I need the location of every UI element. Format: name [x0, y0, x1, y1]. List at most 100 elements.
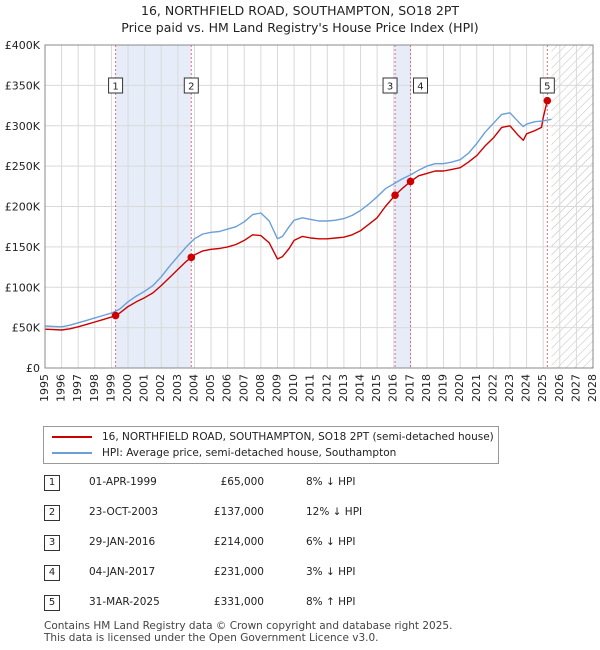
- sale-hpi-diff: 8% ↑ HPI: [306, 596, 356, 608]
- x-tick-label: 2001: [138, 374, 151, 402]
- x-tick-label: 2008: [254, 374, 267, 402]
- property-price-line: [44, 100, 548, 331]
- legend-swatch-hpi: [52, 452, 92, 454]
- sale-number-badge: 4: [44, 565, 60, 581]
- price-chart: 1 2 3 4 5 £0 £50K £100K £150K £200K £250K £300K £35…: [5, 39, 599, 402]
- y-tick-label: £400K: [5, 39, 41, 52]
- sale-label-box: [183, 77, 199, 94]
- x-tick-label: 2002: [154, 374, 167, 402]
- sale-number-badge: 5: [44, 595, 60, 611]
- x-tick-label: 2004: [187, 374, 200, 402]
- legend-item-property: 16, NORTHFIELD ROAD, SOUTHAMPTON, SO18 2…: [52, 430, 494, 444]
- x-tick-label: 2018: [420, 374, 433, 402]
- x-tick-label: 2020: [453, 374, 466, 402]
- legend-swatch-property: [52, 436, 92, 438]
- x-tick-label: 2024: [520, 374, 533, 402]
- table-row: 5 31-MAR-2025 £331,000 8% ↑ HPI: [44, 593, 464, 623]
- x-tick-label: 2010: [287, 374, 300, 402]
- legend: 16, NORTHFIELD ROAD, SOUTHAMPTON, SO18 2…: [43, 426, 499, 464]
- sale-label-box: [108, 77, 124, 94]
- sale-date: 23-OCT-2003: [89, 506, 158, 518]
- x-tick-label: 2014: [354, 374, 367, 402]
- sale-date: 04-JAN-2017: [89, 566, 156, 578]
- chart-title: 16, NORTHFIELD ROAD, SOUTHAMPTON, SO18 2…: [141, 3, 459, 18]
- sale-point: [543, 96, 552, 105]
- x-tick-label: 2000: [121, 374, 134, 402]
- x-tick-label: 2015: [370, 374, 383, 402]
- sale-label: 1: [112, 82, 118, 93]
- y-tick-label: £50K: [12, 322, 41, 335]
- x-tick-label: 2011: [304, 374, 317, 402]
- x-tick-label: 1999: [104, 374, 117, 402]
- x-tick-label: 2005: [204, 374, 217, 402]
- sale-price: £231,000: [213, 566, 264, 578]
- y-tick-label: £100K: [5, 281, 41, 294]
- x-tick-label: 2012: [320, 374, 333, 402]
- legend-label-property: 16, NORTHFIELD ROAD, SOUTHAMPTON, SO18 2…: [102, 431, 494, 443]
- sale-number-badge: 1: [44, 475, 60, 491]
- sale-label-box: [382, 77, 398, 94]
- x-tick-label: 2021: [470, 374, 483, 402]
- x-tick-label: 1996: [55, 374, 68, 402]
- y-tick-label: £300K: [5, 120, 41, 133]
- sale-price: £331,000: [213, 596, 264, 608]
- sale-point: [406, 177, 415, 186]
- footer-license: This data is licensed under the Open Gov…: [44, 632, 379, 644]
- x-tick-label: 2025: [536, 374, 549, 402]
- hpi-line: [44, 112, 552, 328]
- y-tick-label: £250K: [5, 160, 41, 173]
- sale-hpi-diff: 12% ↓ HPI: [306, 506, 363, 518]
- x-tick-label: 2027: [569, 374, 582, 402]
- x-tick-label: 2023: [503, 374, 516, 402]
- plot-frame: [44, 44, 594, 369]
- sale-price: £214,000: [213, 536, 264, 548]
- x-tick-label: 1995: [38, 374, 51, 402]
- sale-price: £65,000: [220, 476, 264, 488]
- sale-label-box: [539, 77, 555, 94]
- x-tick-label: 2013: [337, 374, 350, 402]
- sale-date: 01-APR-1999: [89, 476, 157, 488]
- x-tick-label: 2019: [437, 374, 450, 402]
- x-tick-label: 2003: [171, 374, 184, 402]
- table-row: 3 29-JAN-2016 £214,000 6% ↓ HPI: [44, 533, 464, 563]
- table-row: 2 23-OCT-2003 £137,000 12% ↓ HPI: [44, 503, 464, 533]
- y-tick-label: £350K: [5, 79, 41, 92]
- x-tick-label: 1997: [71, 374, 84, 402]
- sale-point: [111, 311, 120, 320]
- x-tick-label: 2006: [221, 374, 234, 402]
- sale-hpi-diff: 3% ↓ HPI: [306, 566, 356, 578]
- sale-date: 31-MAR-2025: [89, 596, 160, 608]
- sale-price: £137,000: [213, 506, 264, 518]
- sale-point: [187, 253, 196, 262]
- y-tick-label: £200K: [5, 201, 41, 214]
- sale-label: 5: [544, 82, 550, 93]
- y-tick-label: £0: [26, 362, 40, 375]
- sale-label: 4: [417, 82, 423, 93]
- x-tick-label: 2016: [387, 374, 400, 402]
- legend-item-hpi: HPI: Average price, semi-detached house,…: [52, 446, 396, 460]
- sale-number-badge: 3: [44, 535, 60, 551]
- footer-copyright: Contains HM Land Registry data © Crown c…: [44, 620, 453, 632]
- x-tick-label: 2007: [237, 374, 250, 402]
- sale-label-box: [412, 77, 428, 94]
- sale-label: 3: [387, 82, 393, 93]
- chart-subtitle: Price paid vs. HM Land Registry's House …: [121, 20, 479, 35]
- table-row: 1 01-APR-1999 £65,000 8% ↓ HPI: [44, 473, 464, 503]
- sale-number-badge: 2: [44, 505, 60, 521]
- sale-hpi-diff: 8% ↓ HPI: [306, 476, 356, 488]
- sale-date: 29-JAN-2016: [89, 536, 156, 548]
- y-tick-label: £150K: [5, 241, 41, 254]
- table-row: 4 04-JAN-2017 £231,000 3% ↓ HPI: [44, 563, 464, 593]
- sale-hpi-diff: 6% ↓ HPI: [306, 536, 356, 548]
- legend-label-hpi: HPI: Average price, semi-detached house,…: [102, 447, 397, 459]
- x-tick-label: 2017: [403, 374, 416, 402]
- sale-label: 2: [188, 82, 194, 93]
- x-tick-label: 1998: [88, 374, 101, 402]
- x-tick-label: 2009: [270, 374, 283, 402]
- x-tick-label: 2022: [486, 374, 499, 402]
- sales-table: 1 01-APR-1999 £65,000 8% ↓ HPI 2 23-OCT-…: [44, 473, 464, 623]
- sale-point: [391, 191, 399, 199]
- x-tick-label: 2026: [553, 374, 566, 402]
- x-tick-label: 2028: [586, 374, 599, 402]
